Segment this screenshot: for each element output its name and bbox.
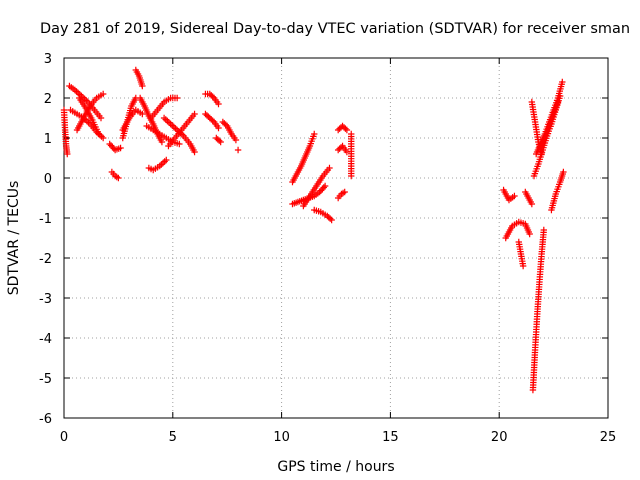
x-tick-label: 0 [60,430,68,445]
x-axis-label: GPS time / hours [277,459,394,475]
data-point [171,124,177,130]
chart: 0 5 10 15 20 25 -6 -5 -4 -3 -2 -1 0 1 2 3 Day 281 of 20… [0,0,640,480]
data-point [169,122,175,128]
x-tick-label: 20 [491,430,508,445]
x-tick-label: 5 [169,430,177,445]
data-points [61,67,567,393]
data-point [163,157,169,163]
data-point [164,118,170,124]
data-point [160,160,166,166]
y-tick-label: -1 [39,212,52,227]
x-tick-label: 15 [382,430,399,445]
y-tick-label: -3 [39,292,52,307]
data-point [114,174,120,180]
chart-title: Day 281 of 2019, Sidereal Day-to-day VTE… [40,21,630,37]
data-point [100,135,106,141]
data-point [161,158,167,164]
x-tick-label: 25 [600,430,617,445]
data-point [161,115,167,121]
y-tick-label: -2 [39,252,52,267]
y-tick-label: -4 [39,332,52,347]
data-point [163,116,169,122]
y-tick-label: 0 [44,172,52,187]
axis-ticks: 0 5 10 15 20 25 -6 -5 -4 -3 -2 -1 0 1 2 3 [39,52,616,445]
x-tick-label: 10 [273,430,290,445]
y-axis-label: SDTVAR / TECUs [6,181,22,296]
data-point [235,147,241,153]
y-tick-label: 3 [44,52,52,67]
y-tick-label: 2 [44,92,52,107]
y-tick-label: -6 [39,412,52,427]
y-tick-label: 1 [44,132,52,147]
data-point [166,119,172,125]
data-point [75,90,81,96]
y-tick-label: -5 [39,372,52,387]
data-point [340,190,346,196]
